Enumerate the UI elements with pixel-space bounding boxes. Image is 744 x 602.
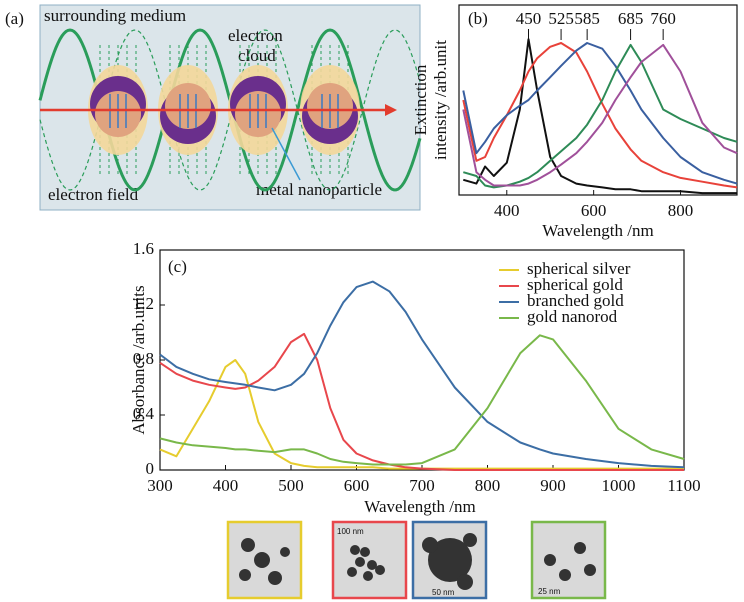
nanoparticle bbox=[584, 564, 596, 576]
nanoparticle bbox=[280, 547, 290, 557]
y-axis-label: intensity /arb.unit bbox=[431, 40, 450, 160]
panel-a: (a) surrounding medium electron cloud el… bbox=[5, 4, 422, 211]
x-tick-label: 300 bbox=[147, 476, 173, 495]
tem-frame bbox=[331, 520, 408, 600]
peak-label: 685 bbox=[618, 9, 644, 28]
legend-label: spherical gold bbox=[527, 275, 623, 294]
x-axis-label: Wavelength /nm bbox=[542, 221, 653, 240]
panel-label: (a) bbox=[5, 9, 24, 28]
x-tick-label: 500 bbox=[278, 476, 304, 495]
series-line bbox=[462, 42, 738, 185]
cloud-label: electron bbox=[228, 26, 283, 45]
x-tick-label: 1000 bbox=[602, 476, 636, 495]
nanoparticle bbox=[422, 537, 438, 553]
nanoparticle bbox=[363, 571, 373, 581]
panel-label: (b) bbox=[468, 9, 488, 28]
particle-label: metal nanoparticle bbox=[256, 180, 382, 199]
plot-frame bbox=[458, 4, 738, 196]
scale-label: 100 nm bbox=[337, 527, 364, 536]
series-line bbox=[462, 43, 738, 187]
series-line bbox=[463, 43, 738, 189]
x-tick-label: 400 bbox=[213, 476, 239, 495]
series-line bbox=[159, 280, 685, 469]
nanoparticle bbox=[355, 557, 365, 567]
peak-label: 760 bbox=[650, 9, 676, 28]
nanoparticle bbox=[254, 552, 270, 568]
peak-label: 450 bbox=[516, 9, 542, 28]
series-line bbox=[463, 38, 737, 195]
x-tick-label: 1100 bbox=[667, 476, 700, 495]
nanoparticle bbox=[268, 571, 282, 585]
nanoparticle bbox=[347, 567, 357, 577]
legend-label: spherical silver bbox=[527, 259, 631, 278]
series-line bbox=[159, 332, 684, 471]
nanoparticle bbox=[241, 538, 255, 552]
y-tick-label: 0 bbox=[146, 459, 155, 478]
chart: (c) Wavelength /nm Absorbance /arb.units 30… bbox=[129, 239, 701, 516]
x-tick-label: 600 bbox=[581, 201, 607, 220]
medium-label: surrounding medium bbox=[44, 6, 186, 25]
nanoparticle bbox=[239, 569, 251, 581]
nanoparticle bbox=[574, 542, 586, 554]
x-axis-label: Wavelength /nm bbox=[364, 497, 475, 516]
x-tick-label: 800 bbox=[475, 476, 501, 495]
nanoparticle bbox=[375, 565, 385, 575]
series-line bbox=[159, 334, 685, 466]
x-tick-label: 400 bbox=[494, 201, 520, 220]
panel-label: (c) bbox=[168, 257, 187, 276]
y-tick-label: 0.4 bbox=[133, 404, 155, 423]
nanoparticle bbox=[360, 547, 370, 557]
tem-images bbox=[226, 520, 607, 600]
nanoparticle bbox=[457, 574, 473, 590]
scale-label: 50 nm bbox=[432, 588, 455, 597]
nanoparticle bbox=[463, 533, 477, 547]
x-tick-label: 900 bbox=[540, 476, 566, 495]
nanoparticle bbox=[559, 569, 571, 581]
y-axis-label: Absorbance /arb.units bbox=[129, 285, 148, 434]
series-line bbox=[462, 42, 738, 189]
nanoparticle bbox=[544, 554, 556, 566]
legend-label: branched gold bbox=[527, 291, 624, 310]
pointer bbox=[271, 127, 301, 181]
field-label: electron field bbox=[48, 185, 139, 204]
cloud-label: cloud bbox=[238, 46, 276, 65]
series-line bbox=[159, 359, 684, 470]
y-tick-label: 0.8 bbox=[133, 349, 154, 368]
tem-frame bbox=[530, 520, 607, 600]
x-tick-label: 800 bbox=[668, 201, 694, 220]
y-tick-label: 1.6 bbox=[133, 239, 154, 258]
peak-label: 525 bbox=[548, 9, 574, 28]
nanoparticle bbox=[350, 545, 360, 555]
chart: (b) Wavelength /nm Extinction intensity /ar… bbox=[411, 4, 738, 240]
arrow-head bbox=[385, 104, 397, 116]
y-axis-label: Extinction bbox=[411, 64, 430, 135]
scale-label: 25 nm bbox=[538, 587, 561, 596]
nanoparticle bbox=[428, 538, 472, 582]
nanoparticle bbox=[367, 560, 377, 570]
x-tick-label: 700 bbox=[409, 476, 435, 495]
x-tick-label: 600 bbox=[344, 476, 370, 495]
y-tick-label: 1.2 bbox=[133, 294, 154, 313]
legend-label: gold nanorod bbox=[527, 307, 618, 326]
peak-label: 585 bbox=[574, 9, 600, 28]
